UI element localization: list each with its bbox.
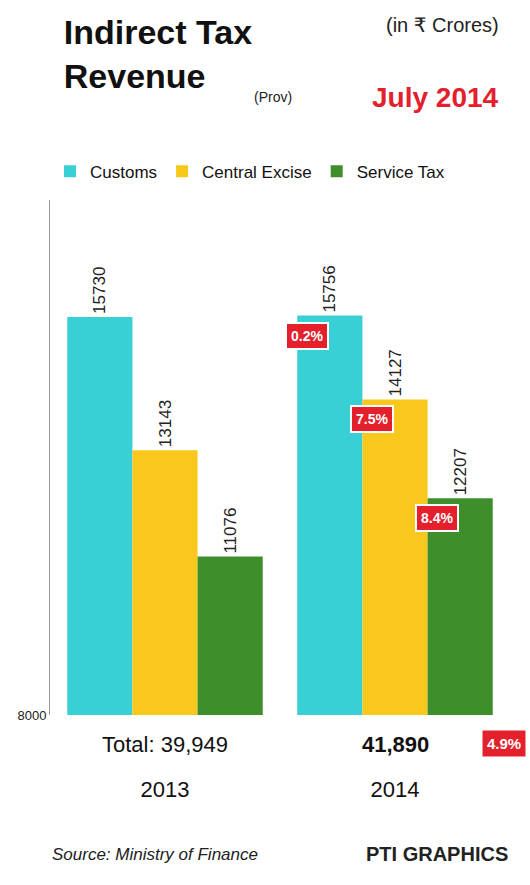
svg-text:PTI GRAPHICS: PTI GRAPHICS — [366, 843, 508, 865]
svg-text:7.5%: 7.5% — [356, 411, 388, 427]
svg-text:12207: 12207 — [451, 448, 470, 495]
svg-text:Central Excise: Central Excise — [202, 163, 312, 182]
svg-text:Indirect TaxRevenue: Indirect TaxRevenue — [64, 13, 252, 95]
svg-text:2014: 2014 — [371, 777, 420, 802]
svg-text:Service Tax: Service Tax — [357, 163, 445, 182]
svg-text:(in ₹ Crores): (in ₹ Crores) — [386, 14, 499, 36]
svg-text:Source: Ministry of Finance: Source: Ministry of Finance — [52, 845, 258, 864]
svg-text:Total: 39,949: Total: 39,949 — [102, 732, 228, 757]
svg-text:15730: 15730 — [90, 267, 109, 314]
svg-text:(Prov): (Prov) — [254, 89, 292, 105]
svg-text:14127: 14127 — [386, 349, 405, 396]
svg-text:15756: 15756 — [320, 265, 339, 312]
svg-text:4.9%: 4.9% — [487, 735, 521, 752]
svg-text:11076: 11076 — [221, 508, 240, 554]
svg-text:13143: 13143 — [156, 400, 175, 447]
svg-text:41,890: 41,890 — [362, 732, 429, 757]
svg-text:8.4%: 8.4% — [421, 510, 453, 526]
svg-text:0.2%: 0.2% — [291, 328, 323, 344]
svg-text:July 2014: July 2014 — [372, 82, 499, 113]
svg-text:2013: 2013 — [141, 777, 190, 802]
svg-text:8000: 8000 — [17, 708, 46, 723]
svg-text:Customs: Customs — [90, 163, 157, 182]
